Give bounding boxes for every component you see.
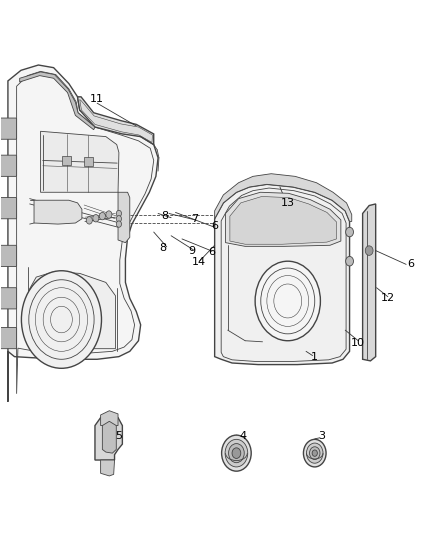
- Text: 3: 3: [318, 431, 325, 441]
- Circle shape: [346, 256, 353, 266]
- Circle shape: [93, 215, 99, 222]
- FancyBboxPatch shape: [0, 155, 17, 176]
- Circle shape: [365, 246, 373, 255]
- Polygon shape: [8, 65, 158, 402]
- FancyBboxPatch shape: [0, 118, 17, 139]
- Text: 6: 6: [208, 247, 215, 257]
- Text: 10: 10: [351, 338, 365, 349]
- Polygon shape: [20, 72, 95, 130]
- Circle shape: [304, 439, 326, 467]
- FancyBboxPatch shape: [0, 245, 17, 266]
- Circle shape: [116, 211, 121, 216]
- Text: 6: 6: [407, 259, 414, 269]
- Text: 9: 9: [188, 246, 196, 256]
- Circle shape: [229, 443, 244, 463]
- Circle shape: [312, 450, 318, 456]
- Polygon shape: [34, 200, 82, 224]
- Polygon shape: [226, 192, 341, 246]
- Text: 8: 8: [161, 211, 168, 221]
- Text: 14: 14: [192, 257, 206, 267]
- Text: 4: 4: [240, 431, 247, 441]
- Text: 5: 5: [115, 431, 122, 441]
- Circle shape: [222, 435, 251, 471]
- Polygon shape: [118, 192, 130, 243]
- Text: 8: 8: [160, 243, 167, 253]
- Polygon shape: [215, 184, 350, 365]
- Polygon shape: [102, 421, 116, 453]
- Circle shape: [255, 261, 321, 341]
- Text: 13: 13: [281, 198, 295, 208]
- Text: 7: 7: [191, 214, 198, 224]
- Polygon shape: [30, 272, 116, 349]
- Polygon shape: [230, 197, 336, 244]
- Polygon shape: [41, 131, 119, 192]
- Polygon shape: [95, 415, 122, 460]
- Text: 6: 6: [211, 221, 218, 231]
- Text: 11: 11: [90, 94, 104, 104]
- FancyBboxPatch shape: [84, 157, 93, 166]
- Polygon shape: [363, 204, 376, 361]
- FancyBboxPatch shape: [0, 327, 17, 349]
- Circle shape: [116, 221, 121, 227]
- Circle shape: [307, 443, 323, 463]
- Circle shape: [310, 447, 320, 459]
- Polygon shape: [101, 460, 115, 476]
- Text: 12: 12: [381, 293, 395, 303]
- Circle shape: [232, 448, 241, 458]
- Polygon shape: [101, 411, 118, 425]
- Polygon shape: [215, 174, 352, 221]
- Circle shape: [106, 211, 112, 218]
- Circle shape: [21, 271, 102, 368]
- Circle shape: [225, 439, 248, 467]
- Circle shape: [116, 216, 121, 222]
- FancyBboxPatch shape: [0, 288, 17, 309]
- Circle shape: [346, 227, 353, 237]
- FancyBboxPatch shape: [0, 198, 17, 219]
- Text: 1: 1: [311, 352, 318, 361]
- FancyBboxPatch shape: [62, 156, 71, 165]
- Circle shape: [86, 216, 92, 224]
- Polygon shape: [78, 97, 154, 144]
- Circle shape: [99, 213, 106, 220]
